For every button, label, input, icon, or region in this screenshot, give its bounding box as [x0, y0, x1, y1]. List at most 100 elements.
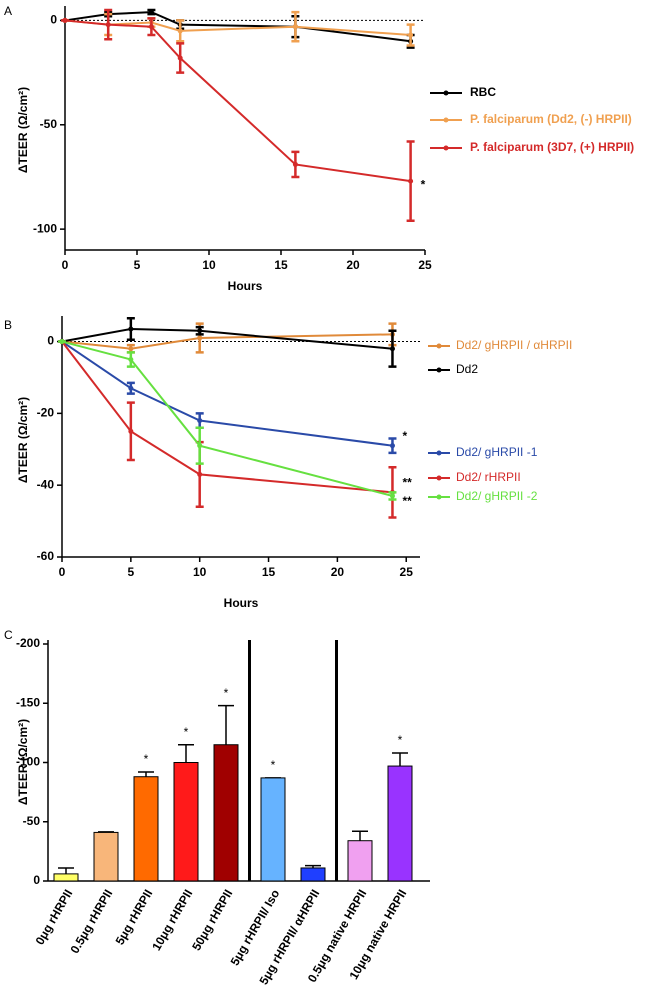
y-tick-label: 0: [47, 334, 54, 348]
error-bar: [218, 704, 234, 745]
data-point: [408, 178, 414, 184]
data-point: [197, 335, 203, 341]
legend-marker: [436, 367, 442, 373]
y-tick-label: -60: [37, 549, 55, 563]
bar: [53, 873, 79, 882]
legend-marker: [443, 117, 449, 123]
y-tick-label: -20: [37, 406, 55, 420]
bar: [213, 744, 239, 882]
x-axis-label: Hours: [224, 596, 259, 610]
data-point: [292, 24, 298, 30]
significance: *: [184, 725, 189, 739]
data-point: [128, 428, 134, 434]
data-point: [128, 357, 134, 362]
y-tick-label: -40: [37, 477, 55, 491]
y-tick-label: 0: [33, 873, 40, 887]
y-tick-label: -100: [33, 221, 57, 235]
significance: **: [402, 476, 412, 490]
data-point: [292, 161, 298, 167]
error-bar: [392, 752, 408, 767]
data-point: [148, 9, 154, 15]
y-axis-label: ΔTEER (Ω/cm²): [16, 87, 30, 173]
data-point: [128, 346, 134, 352]
series-line: [64, 19, 411, 37]
data-point: [197, 328, 203, 334]
significance: *: [144, 752, 149, 766]
x-tick-label: 10μg rHRPII: [149, 887, 195, 953]
x-tick-label: 15: [262, 565, 276, 579]
data-point: [177, 55, 183, 61]
panel-letter: A: [4, 4, 12, 18]
significance: **: [402, 494, 412, 508]
error-bar: [178, 743, 194, 763]
data-point: [59, 339, 65, 345]
series-line: [61, 340, 393, 494]
x-tick-label: 20: [331, 565, 345, 579]
x-tick-label: 5: [134, 258, 141, 272]
y-tick-label: -150: [16, 695, 40, 709]
x-tick-label: 0.5μg rHRPII: [68, 887, 116, 956]
legend-label: RBC: [470, 85, 496, 99]
legend-label: P. falciparum (Dd2, (-) HRPII): [470, 112, 632, 126]
x-tick-label: 0: [59, 565, 66, 579]
x-tick-label: 5: [128, 565, 135, 579]
x-tick-label: 25: [400, 565, 414, 579]
bar: [260, 777, 286, 882]
legend-label: Dd2/ gHRPII / αHRPII: [456, 338, 572, 352]
significance: *: [224, 686, 229, 700]
error-bar: [138, 771, 154, 777]
data-point: [148, 24, 154, 30]
legend-label: P. falciparum (3D7, (+) HRPII): [470, 140, 634, 154]
legend-marker: [443, 90, 449, 96]
data-point: [408, 32, 414, 38]
series-line: [61, 327, 393, 350]
x-axis-label: Hours: [228, 279, 263, 293]
x-tick-label: 5μg rHRPII: [113, 887, 156, 947]
data-point: [389, 346, 395, 352]
data-point: [177, 28, 183, 34]
data-point: [197, 443, 203, 449]
data-point: [128, 326, 134, 332]
series-line: [61, 340, 393, 497]
legend-marker: [436, 494, 442, 500]
panel-letter: B: [4, 318, 12, 332]
panel-letter: C: [4, 628, 13, 642]
series-line: [61, 340, 393, 447]
x-tick-label: 15: [274, 258, 288, 272]
legend-marker: [436, 450, 442, 456]
legend-marker: [436, 475, 442, 481]
data-point: [105, 22, 111, 28]
error-bar: [58, 867, 74, 874]
data-point: [62, 17, 68, 23]
series-line: [64, 19, 411, 183]
data-point: [197, 418, 203, 424]
y-tick-label: -100: [16, 755, 40, 769]
legend-marker: [443, 145, 449, 151]
significance: *: [398, 733, 403, 747]
significance: *: [421, 177, 426, 191]
legend-label: Dd2/ gHRPII -1: [456, 445, 538, 459]
data-point: [389, 443, 395, 449]
x-tick-label: 0μg rHRPII: [33, 887, 76, 947]
significance: *: [402, 429, 407, 443]
bar: [173, 762, 199, 882]
significance: *: [271, 758, 276, 772]
bar: [93, 831, 119, 882]
bar: [347, 840, 373, 882]
x-tick-label: 20: [346, 258, 360, 272]
legend-label: Dd2/ gHRPII -2: [456, 489, 538, 503]
legend-marker: [436, 343, 442, 349]
bar: [300, 867, 326, 882]
error-bar: [352, 830, 368, 841]
y-axis-label: ΔTEER (Ω/cm²): [16, 397, 30, 483]
data-point: [128, 385, 134, 391]
y-tick-label: 0: [50, 13, 57, 27]
legend-label: Dd2/ rHRPII: [456, 470, 521, 484]
y-axis-label: ΔTEER (Ω/cm²): [16, 719, 30, 805]
bar: [387, 765, 413, 882]
x-tick-label: 0: [62, 258, 69, 272]
series-line: [64, 11, 411, 43]
x-tick-label: 25: [418, 258, 432, 272]
